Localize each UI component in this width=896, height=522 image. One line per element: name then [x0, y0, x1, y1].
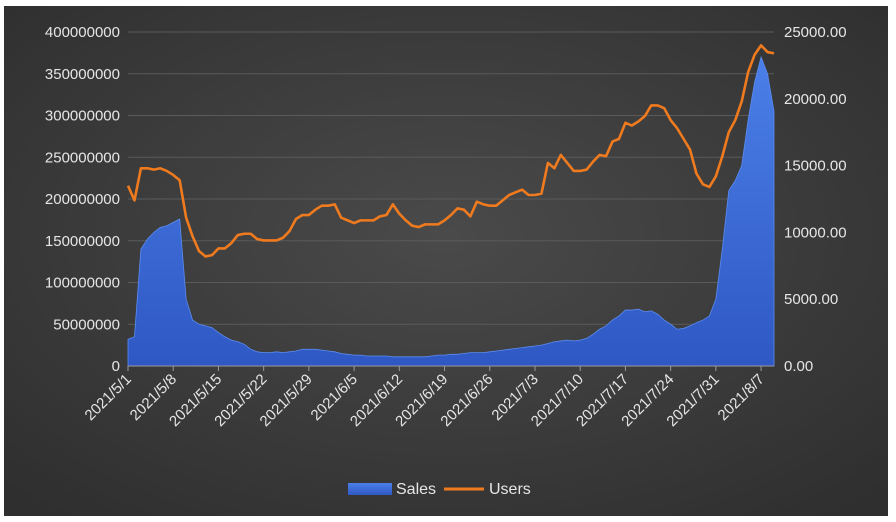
legend-label-users: Users [489, 481, 531, 498]
legend-swatch-sales [348, 483, 392, 495]
y-left-tick-label: 100000000 [45, 275, 120, 292]
y-right-tick-label: 5000.00 [784, 291, 838, 308]
y-left-tick-label: 250000000 [45, 149, 120, 166]
users-line [126, 44, 775, 258]
legend: Sales Users [348, 481, 531, 498]
y-left-tick-label: 200000000 [45, 191, 120, 208]
left-axis: 0 50000000 100000000 150000000 200000000 2500… [45, 24, 120, 375]
y-left-tick-label: 0 [112, 358, 120, 375]
combo-chart: 0 50000000 100000000 150000000 200000000 2500… [4, 6, 888, 516]
right-axis: 0.00 5000.00 10000.00 15000.00 20000.00 25000… [784, 24, 847, 375]
y-right-tick-label: 0.00 [784, 358, 813, 375]
y-right-tick-label: 10000.00 [784, 224, 847, 241]
users-series [126, 44, 775, 258]
y-left-tick-label: 150000000 [45, 233, 120, 250]
y-left-tick-label: 350000000 [45, 66, 120, 83]
legend-label-sales: Sales [396, 481, 436, 498]
chart-frame: 0 50000000 100000000 150000000 200000000 2500… [4, 6, 888, 516]
sales-area [127, 55, 775, 367]
y-right-tick-label: 20000.00 [784, 91, 847, 108]
y-left-tick-label: 400000000 [45, 24, 120, 41]
sales-series [127, 55, 775, 367]
y-left-tick-label: 50000000 [53, 316, 120, 333]
y-right-tick-label: 15000.00 [784, 158, 847, 175]
y-right-tick-label: 25000.00 [784, 24, 847, 41]
y-left-tick-label: 300000000 [45, 108, 120, 125]
